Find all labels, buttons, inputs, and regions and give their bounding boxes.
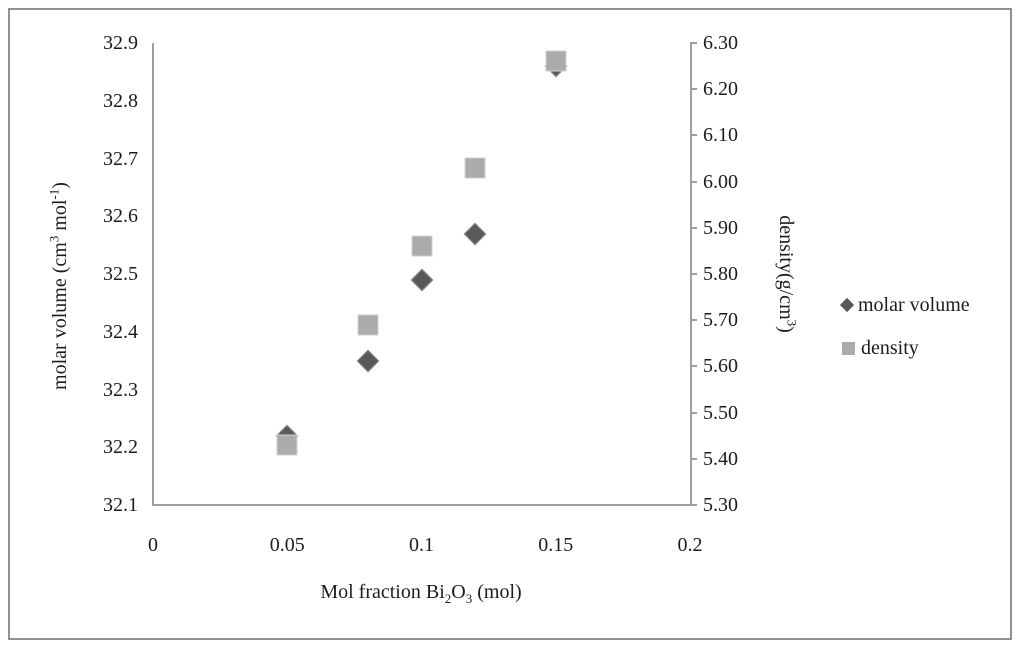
y-axis-right-tick-label: 6.20 [703,78,738,101]
y-axis-right-tick-label: 6.00 [703,170,738,193]
data-point-density [411,235,432,257]
y-axis-right-tick-mark [690,180,697,183]
data-point-density [357,314,379,336]
diamond-marker-icon [839,297,855,313]
y-axis-right-tick-label: 5.80 [703,263,738,285]
y-axis-left-line [152,43,154,506]
y-axis-right-tick-label: 6.10 [703,124,738,147]
legend-label-density: density [861,337,919,359]
y-axis-left-tick-label: 32.4 [103,320,138,343]
legend-item-molar-volume: molar volume [839,294,970,316]
x-axis-tick-label: 0.1 [409,534,434,556]
xtitle-text: Mol fraction Bi [320,581,445,603]
y-axis-right-tick-mark [690,226,697,229]
x-axis-title: Mol fraction Bi2O3 (mol) [320,581,522,606]
ytitle-left-text: mol [49,199,71,236]
y-axis-right-tick-label: 5.30 [703,494,738,516]
y-axis-left-tick-label: 32.2 [103,436,138,459]
x-axis-line [152,504,692,506]
x-axis-tick-label: 0.2 [677,534,703,556]
data-point-density [464,157,486,179]
y-axis-right-tick-mark [690,457,697,460]
y-axis-right-title: density(g/cm3) [775,215,800,333]
legend-label-molar-volume: molar volume [858,294,970,316]
y-axis-right-tick-mark [690,134,697,137]
chart-border [8,8,1012,640]
y-axis-right-tick-label: 6.30 [703,32,738,54]
y-axis-left-tick-label: 32.9 [103,32,138,54]
x-axis-tick-label: 0.05 [269,534,305,556]
y-axis-left-tick-label: 32.6 [103,205,138,228]
ytitle-left-text: molar volume (cm [49,242,71,390]
y-axis-right-tick-mark [690,411,697,414]
y-axis-left-tick-label: 32.1 [103,494,138,516]
data-point-density [276,434,298,456]
square-marker-icon [842,341,855,355]
xtitle-text: O [451,581,466,603]
ytitle-left-text: 3 [46,235,62,243]
legend-item-density: density [842,337,919,359]
y-axis-left-tick-label: 32.8 [103,89,138,112]
x-axis-tick-label: 0 [148,534,158,556]
y-axis-right-tick-mark [690,319,697,322]
y-axis-right-tick-label: 5.90 [703,216,738,239]
y-axis-left-title: molar volume (cm3 mol-1) [46,182,71,390]
y-axis-right-tick-mark [690,42,697,44]
xtitle-text: (mol) [472,581,522,603]
ytitle-right-text: density(g/cm [775,215,797,320]
ytitle-left-text: -1 [46,188,62,200]
x-axis-tick-label: 0.15 [538,534,574,556]
y-axis-right-tick-label: 5.50 [703,401,738,424]
xtitle-text: 2 [444,591,452,606]
data-point-density [545,50,567,72]
y-axis-left-tick-label: 32.7 [103,147,138,170]
y-axis-right-tick-label: 5.40 [703,447,738,470]
y-axis-right-tick-label: 5.60 [703,355,738,378]
y-axis-right-tick-mark [690,88,697,91]
y-axis-right-tick-label: 5.70 [703,309,738,332]
y-axis-left-tick-label: 32.5 [103,263,138,285]
ytitle-left-text: ) [49,182,71,189]
y-axis-right-tick-mark [690,504,697,506]
y-axis-left-tick-label: 32.3 [103,378,138,401]
xtitle-text: 3 [465,591,473,606]
y-axis-right-tick-mark [690,273,697,275]
ytitle-right-text: ) [775,326,797,333]
y-axis-right-tick-mark [690,365,697,368]
